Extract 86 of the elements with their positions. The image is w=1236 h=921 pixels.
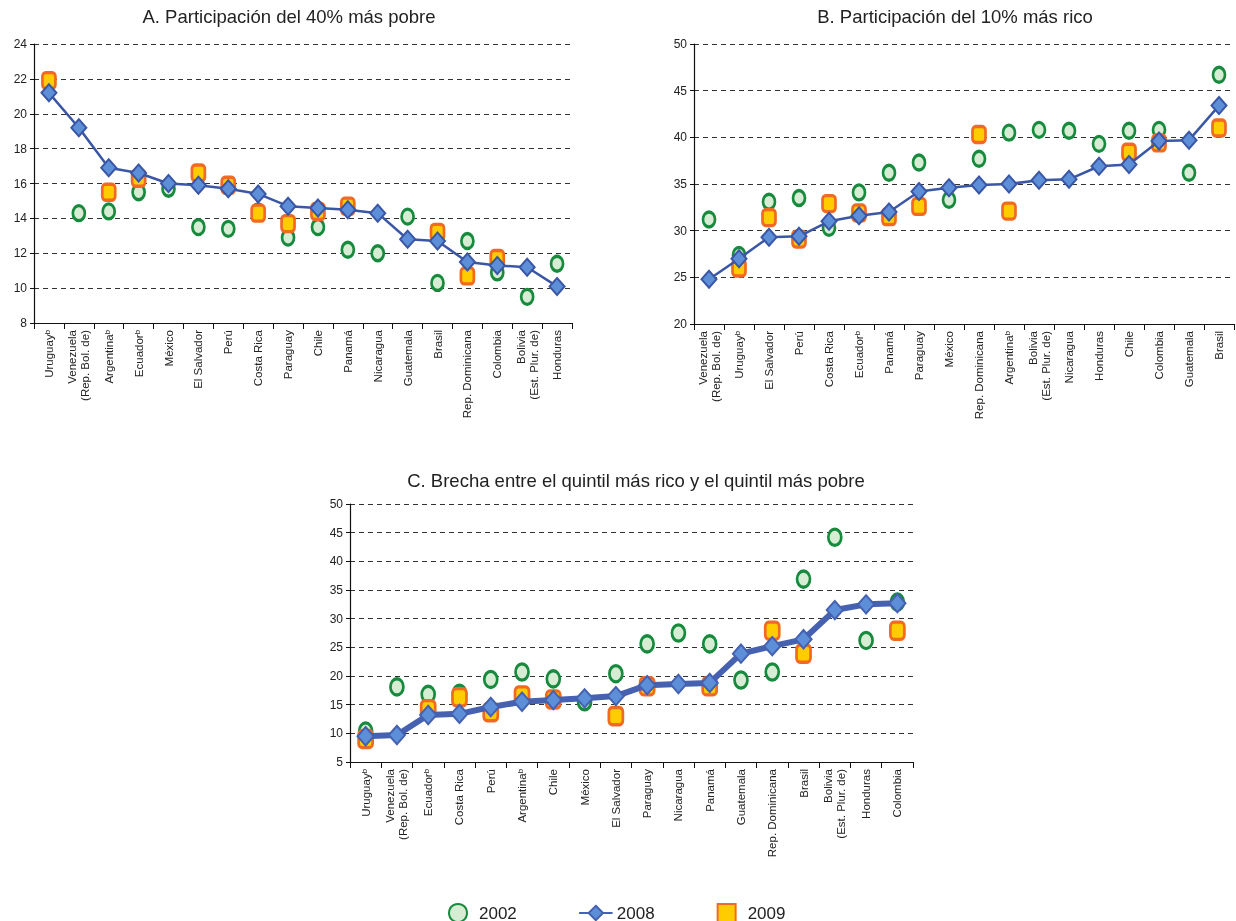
x-tick-label: Costa Rica bbox=[252, 329, 265, 387]
x-tick-label: Colombia bbox=[1153, 330, 1165, 380]
legend-label: 2002 bbox=[479, 903, 517, 921]
x-tick-label: Chile bbox=[311, 330, 324, 357]
y-tick-label: 24 bbox=[13, 37, 28, 51]
x-tick-label: Costa Rica bbox=[823, 330, 835, 388]
y-tick-label: 30 bbox=[673, 223, 688, 238]
x-tick-label: Honduras bbox=[1093, 330, 1105, 381]
x-tick-label: Argentinaᵇ bbox=[516, 768, 529, 823]
x-tick-label: Ecuadorᵇ bbox=[132, 329, 145, 378]
x-tick-label: México bbox=[162, 330, 175, 367]
x-tick-label: Panamá bbox=[341, 329, 354, 373]
x-tick-label: Uruguayᵇ bbox=[733, 330, 745, 379]
x-tick-label: Bolivia (Est. Plur. de) bbox=[822, 768, 848, 839]
y-tick-label: 45 bbox=[329, 525, 344, 540]
x-tick-label: Rep. Dominicana bbox=[766, 768, 779, 858]
y-tick-label: 30 bbox=[329, 611, 344, 626]
x-tick-label: Paraguay bbox=[913, 330, 925, 381]
x-tick-label: Honduras bbox=[551, 329, 564, 380]
x-tick-label: Venezuela (Rep. Bol. de) bbox=[384, 768, 410, 840]
x-tick-label: Uruguayᵇ bbox=[42, 329, 55, 378]
legend-label: 2009 bbox=[747, 903, 786, 921]
x-tick-label: Panamá bbox=[883, 330, 895, 374]
legend-label: 2008 bbox=[616, 903, 655, 921]
y-tick-label: 25 bbox=[673, 270, 688, 285]
y-tick-label: 22 bbox=[13, 71, 28, 86]
chart-title: B. Participación del 10% más rico bbox=[817, 5, 1093, 27]
x-tick-label: México bbox=[943, 331, 955, 368]
x-tick-label: Venezuela (Rep. Bol. de) bbox=[66, 329, 92, 401]
x-tick-label: Perú bbox=[222, 330, 235, 355]
y-tick-label: 10 bbox=[329, 726, 344, 741]
y-tick-label: 12 bbox=[13, 246, 28, 261]
x-tick-label: Chile bbox=[1123, 331, 1135, 358]
x-tick-label: Guatemala bbox=[1183, 330, 1195, 388]
x-tick-label: Paraguay bbox=[282, 329, 295, 380]
x-tick-label: Ecuadorᵇ bbox=[422, 768, 435, 817]
x-tick-label: Panamá bbox=[703, 768, 716, 812]
x-tick-label: Perú bbox=[793, 331, 805, 356]
x-tick-label: Rep. Dominicana bbox=[461, 329, 474, 419]
y-tick-label: 10 bbox=[13, 281, 28, 296]
x-tick-label: Honduras bbox=[860, 768, 873, 819]
x-tick-label: Nicaragua bbox=[371, 329, 384, 383]
x-tick-label: Venezuela (Rep. Bol. de) bbox=[696, 330, 722, 402]
x-tick-label: Bolivia (Est. Plur. de) bbox=[1026, 330, 1052, 401]
x-tick-label: Guatemala bbox=[734, 768, 747, 826]
x-tick-label: Ecuadorᵇ bbox=[853, 330, 865, 379]
x-tick-label: Brasil bbox=[1213, 331, 1225, 360]
x-tick-label: Guatemala bbox=[401, 329, 414, 387]
y-tick-label: 45 bbox=[673, 83, 688, 98]
x-tick-label: Argentinaᵇ bbox=[102, 329, 115, 384]
y-tick-label: 50 bbox=[329, 497, 344, 511]
y-tick-label: 8 bbox=[20, 316, 28, 330]
y-tick-label: 20 bbox=[673, 317, 688, 331]
y-tick-label: 20 bbox=[13, 106, 28, 121]
x-tick-label: Colombia bbox=[891, 768, 904, 818]
y-tick-label: 40 bbox=[673, 130, 688, 145]
x-tick-label: El Salvador bbox=[609, 768, 622, 828]
y-tick-label: 15 bbox=[329, 697, 344, 712]
x-tick-label: Perú bbox=[484, 769, 497, 794]
x-tick-label: Costa Rica bbox=[453, 768, 466, 826]
x-tick-label: El Salvador bbox=[192, 329, 205, 389]
y-tick-label: 35 bbox=[673, 177, 688, 191]
x-tick-label: Nicaragua bbox=[672, 768, 685, 822]
y-tick-label: 18 bbox=[13, 141, 28, 156]
y-tick-label: 50 bbox=[673, 37, 688, 51]
y-tick-label: 40 bbox=[329, 554, 344, 569]
x-tick-label: Chile bbox=[547, 769, 560, 796]
x-tick-label: Uruguayᵇ bbox=[359, 768, 372, 817]
x-tick-label: Bolivia (Est. Plur. de) bbox=[514, 329, 540, 400]
x-tick-label: Brasil bbox=[431, 330, 444, 359]
y-tick-label: 25 bbox=[329, 640, 344, 655]
chart-title: A. Participación del 40% más pobre bbox=[142, 5, 436, 27]
y-tick-label: 14 bbox=[13, 211, 28, 226]
x-tick-label: Colombia bbox=[491, 329, 504, 379]
x-tick-label: Paraguay bbox=[641, 768, 654, 819]
x-tick-label: Rep. Dominicana bbox=[973, 330, 985, 420]
x-tick-label: El Salvador bbox=[763, 330, 775, 390]
x-tick-label: Argentinaᵇ bbox=[1003, 330, 1015, 385]
y-tick-label: 35 bbox=[329, 583, 344, 597]
x-tick-label: Nicaragua bbox=[1063, 330, 1075, 384]
x-tick-label: México bbox=[578, 769, 591, 806]
chart-title: C. Brecha entre el quintil más rico y el quintil más pobre bbox=[407, 469, 865, 491]
y-tick-label: 16 bbox=[13, 176, 28, 191]
y-tick-label: 5 bbox=[336, 755, 344, 769]
x-tick-label: Brasil bbox=[797, 769, 810, 798]
y-tick-label: 20 bbox=[329, 669, 344, 683]
